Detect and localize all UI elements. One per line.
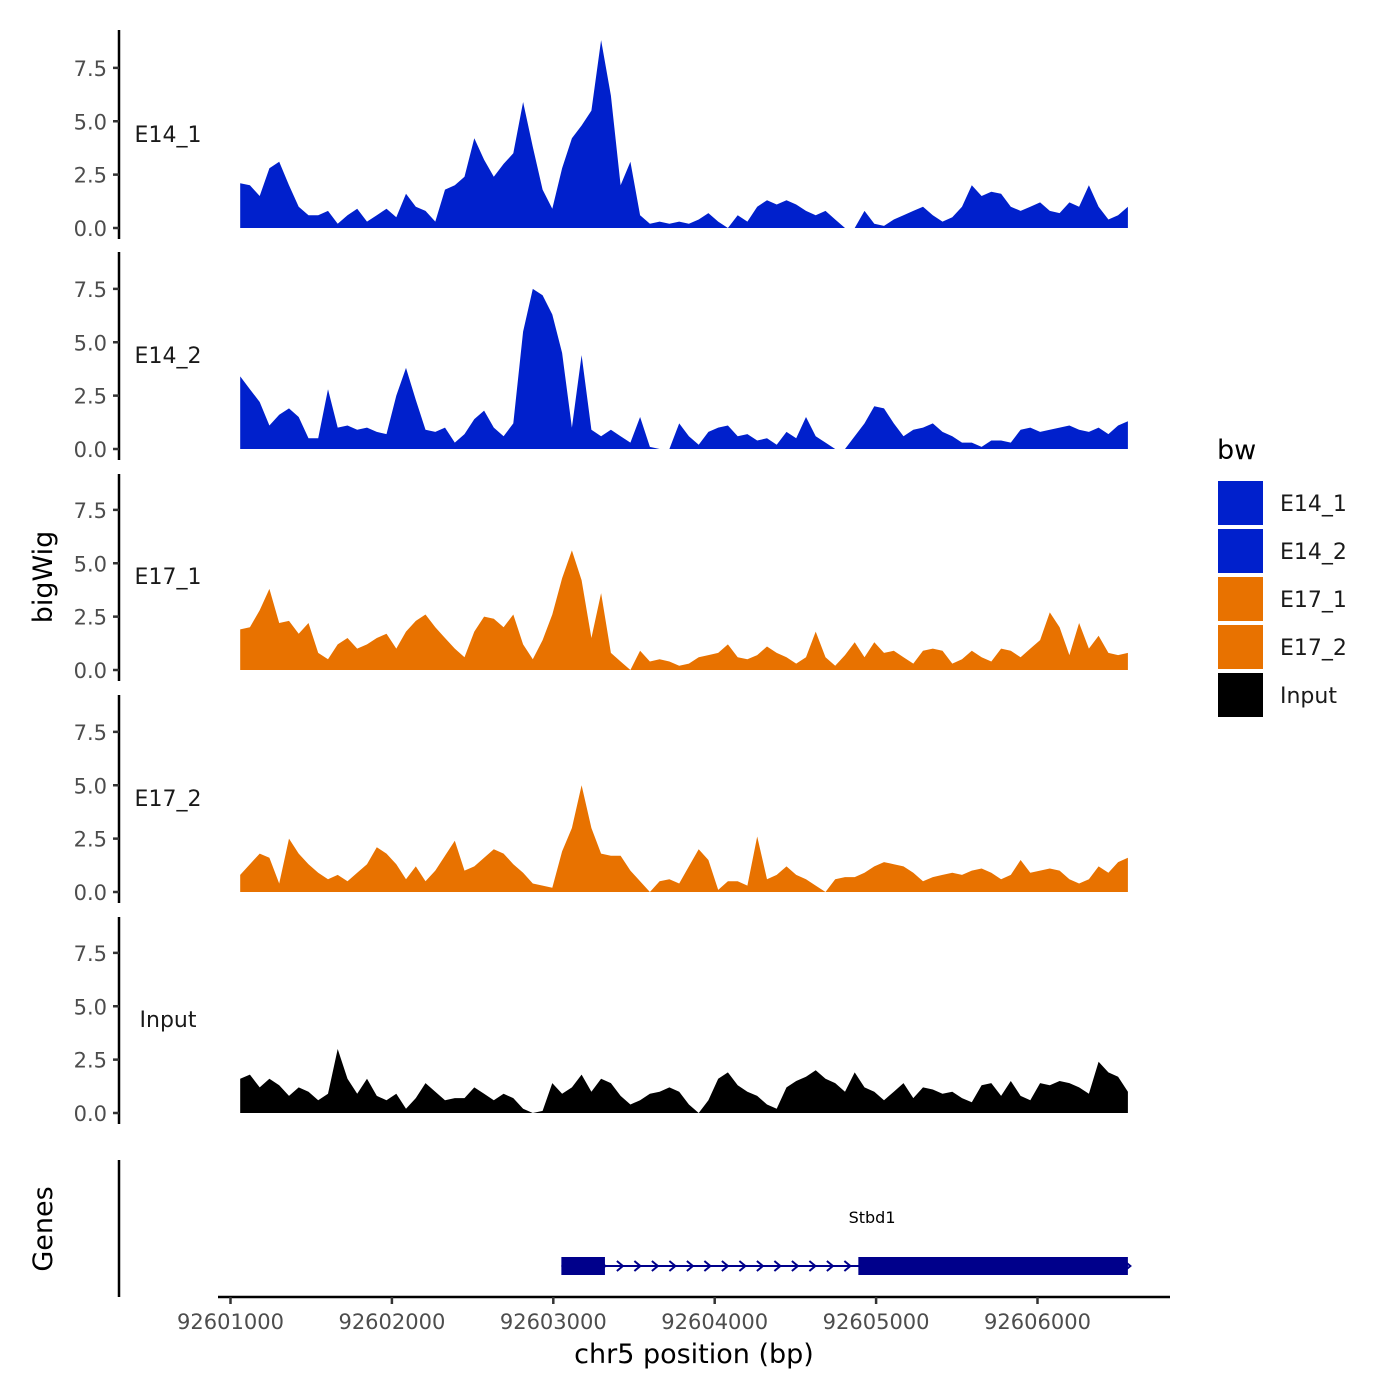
legend-key-E17_1	[1218, 577, 1263, 621]
x-tick-label: 92605000	[823, 1310, 930, 1334]
gene-Stbd1: Stbd1	[561, 1208, 1132, 1275]
strand-arrow	[721, 1260, 730, 1272]
strand-arrow	[703, 1260, 712, 1272]
legend-label: E14_2	[1280, 540, 1347, 565]
strand-arrow	[808, 1260, 817, 1272]
x-axis: 92601000 92602000 92603000 92604000 92605000…	[177, 1295, 1170, 1334]
strand-arrow	[738, 1260, 747, 1272]
legend-key-Input	[1218, 673, 1263, 717]
gene-name-label: Stbd1	[849, 1208, 896, 1227]
y-tick-label: 2.5	[74, 385, 107, 409]
y-tick-label: 5.0	[74, 110, 107, 134]
track-label: Input	[140, 1008, 197, 1033]
strand-arrow	[826, 1260, 835, 1272]
y-axis-title: bigWig	[28, 531, 59, 624]
y-tick-label: 2.5	[74, 1049, 107, 1073]
legend-key-E17_2	[1218, 625, 1263, 669]
legend-key-E14_1	[1218, 481, 1263, 525]
y-tick-label: 7.5	[74, 721, 107, 745]
legend-label: E14_1	[1280, 492, 1347, 517]
gene-exon	[858, 1257, 1128, 1275]
x-tick-label: 92602000	[338, 1310, 445, 1334]
x-tick-label: 92603000	[500, 1310, 607, 1334]
track-E14_1: 0.0 2.5 5.0 7.5 E14_1	[74, 30, 1128, 241]
strand-arrow	[773, 1260, 782, 1272]
strand-arrow	[633, 1260, 642, 1272]
x-tick-label: 92601000	[177, 1310, 284, 1334]
track-label: E14_2	[135, 344, 202, 369]
strand-arrow	[668, 1260, 677, 1272]
track-E17_1: 0.0 2.5 5.0 7.5 E17_1	[74, 474, 1128, 683]
y-tick-label: 2.5	[74, 164, 107, 188]
genes-axis-title: Genes	[28, 1186, 59, 1271]
y-tick-label: 0.0	[74, 438, 107, 462]
y-tick-label: 5.0	[74, 552, 107, 576]
x-tick-label: 92604000	[661, 1310, 768, 1334]
y-tick-label: 2.5	[74, 828, 107, 852]
legend-key-E14_2	[1218, 529, 1263, 573]
coverage-area-Input	[240, 1049, 1128, 1113]
legend-title: bw	[1217, 435, 1256, 466]
y-tick-label: 7.5	[74, 942, 107, 966]
legend-label: E17_1	[1280, 588, 1347, 613]
strand-arrow	[651, 1260, 660, 1272]
coverage-area-E14_1	[240, 40, 1128, 228]
coverage-area-E17_1	[240, 550, 1128, 670]
gene-exon	[561, 1257, 605, 1275]
y-tick-label: 5.0	[74, 331, 107, 355]
track-Input: 0.0 2.5 5.0 7.5 Input	[74, 917, 1128, 1126]
strand-arrow	[686, 1260, 695, 1272]
legend: bw E14_1 E14_2 E17_1 E17_2 Input	[1217, 435, 1347, 717]
y-tick-label: 5.0	[74, 774, 107, 798]
y-tick-label: 5.0	[74, 995, 107, 1019]
strand-arrow	[791, 1260, 800, 1272]
legend-label: E17_2	[1280, 636, 1347, 661]
gene-track: Stbd1	[117, 1160, 1132, 1297]
track-label: E17_1	[135, 565, 202, 590]
track-E14_2: 0.0 2.5 5.0 7.5 E14_2	[74, 252, 1128, 462]
x-axis-title: chr5 position (bp)	[574, 1339, 814, 1370]
y-tick-label: 0.0	[74, 659, 107, 683]
y-tick-label: 7.5	[74, 499, 107, 523]
y-tick-label: 0.0	[74, 217, 107, 241]
coverage-area-E17_2	[240, 785, 1128, 892]
track-label: E14_1	[135, 123, 202, 148]
y-tick-label: 2.5	[74, 606, 107, 630]
coverage-tracks: 0.0 2.5 5.0 7.5 E14_1 0.0 2.5 5.0 7.5 E14_2 0.0 2.5…	[74, 30, 1128, 1126]
track-E17_2: 0.0 2.5 5.0 7.5 E17_2	[74, 695, 1128, 905]
y-tick-label: 7.5	[74, 57, 107, 81]
legend-label: Input	[1280, 684, 1337, 709]
coverage-area-E14_2	[240, 288, 1128, 449]
strand-arrow	[756, 1260, 765, 1272]
y-tick-label: 7.5	[74, 278, 107, 302]
y-tick-label: 0.0	[74, 881, 107, 905]
strand-arrow	[843, 1260, 852, 1272]
track-label: E17_2	[135, 787, 202, 812]
x-tick-label: 92606000	[984, 1310, 1091, 1334]
strand-arrow	[616, 1260, 625, 1272]
y-tick-label: 0.0	[74, 1102, 107, 1126]
